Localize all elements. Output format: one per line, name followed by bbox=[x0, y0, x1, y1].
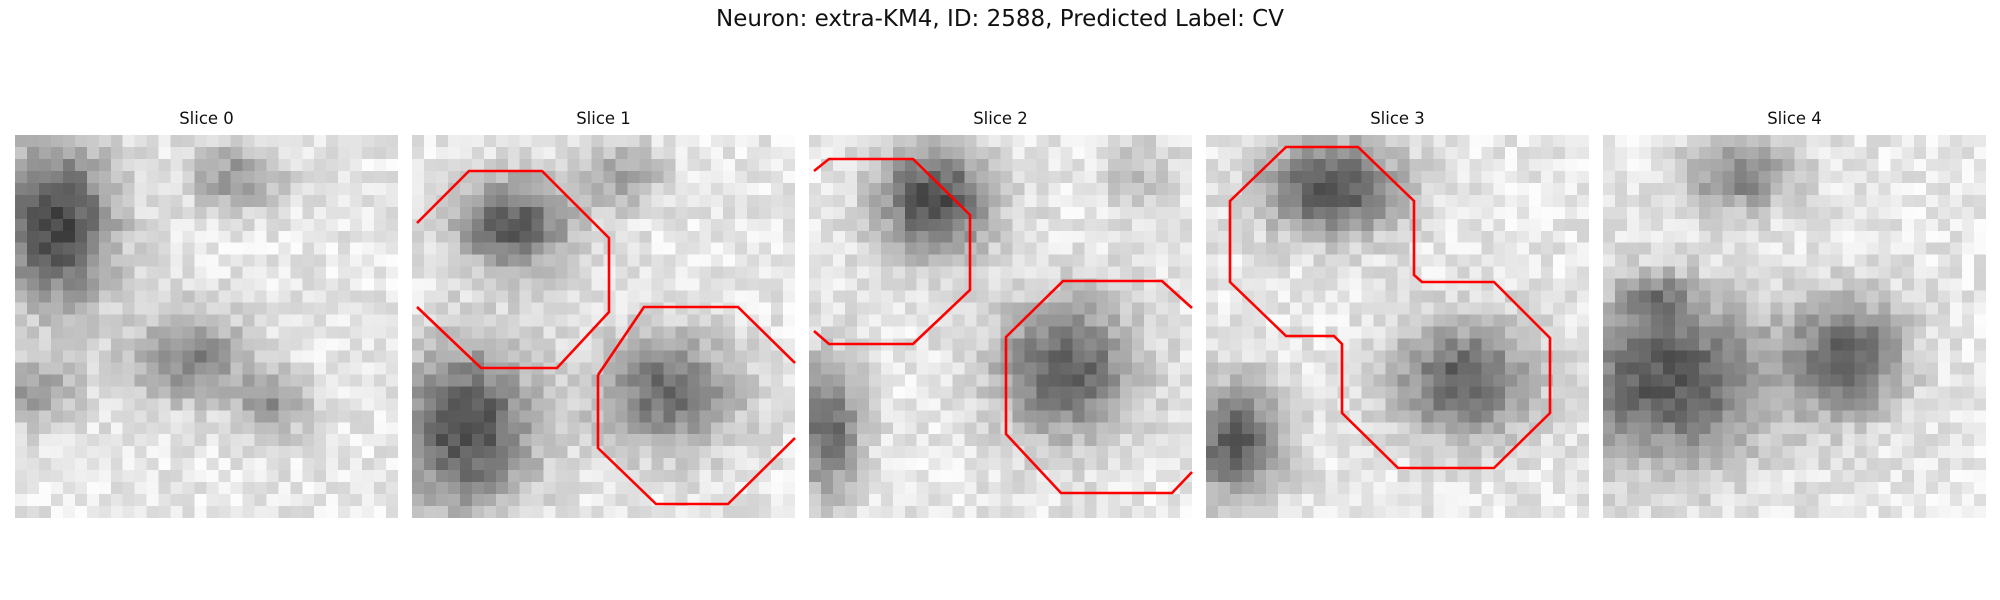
slice-panel-1: Slice 1 bbox=[412, 0, 796, 600]
contour-outline bbox=[813, 157, 972, 346]
slice-image bbox=[15, 135, 398, 518]
slice-image-frame bbox=[809, 135, 1193, 518]
contour-outline bbox=[1228, 145, 1552, 470]
slice-title: Slice 3 bbox=[1370, 109, 1425, 128]
contour-overlay bbox=[416, 169, 796, 506]
slice-panel-0: Slice 0 bbox=[15, 0, 398, 600]
slice-title: Slice 0 bbox=[179, 109, 234, 128]
contour-outline bbox=[1004, 279, 1193, 495]
slice-image bbox=[1206, 135, 1589, 518]
slice-image-frame bbox=[1206, 135, 1589, 518]
slice-panel-3: Slice 3 bbox=[1206, 0, 1589, 600]
slice-image bbox=[809, 135, 1192, 518]
slice-title: Slice 1 bbox=[576, 109, 631, 128]
figure-title: Neuron: extra-KM4, ID: 2588, Predicted L… bbox=[716, 6, 1284, 32]
slice-panel-4: Slice 4 bbox=[1603, 0, 1986, 600]
slice-image bbox=[1603, 135, 1986, 518]
contour-outline bbox=[596, 375, 796, 506]
slice-title: Slice 2 bbox=[973, 109, 1028, 128]
slice-title: Slice 4 bbox=[1767, 109, 1822, 128]
slice-panel-2: Slice 2 bbox=[809, 0, 1193, 600]
contour-overlay bbox=[1228, 145, 1552, 470]
slice-image-frame bbox=[412, 135, 796, 518]
contour-overlay bbox=[813, 157, 1193, 495]
contour-outline bbox=[596, 305, 796, 376]
slice-image-frame bbox=[1603, 135, 1986, 518]
contour-outline bbox=[416, 169, 611, 370]
slice-image-frame bbox=[15, 135, 398, 518]
